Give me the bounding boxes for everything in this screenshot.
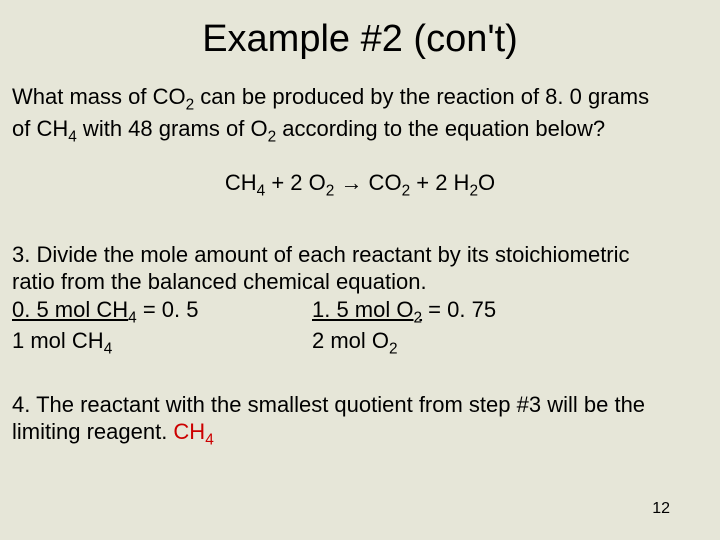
sub4: 4 [128,309,137,326]
q-line1b: can be produced by the reaction of 8. 0 … [194,84,649,109]
step4-text: 4. The reactant with the smallest quotie… [12,391,708,450]
limiting-reagent: CH4 [173,419,213,444]
eq-arrow-co2: → CO [334,170,401,195]
r1num-b: = 0. 5 [137,297,199,322]
r1num-a: 0. 5 mol CH [12,297,128,322]
q-line2b: with 48 grams of O [77,116,268,141]
step3-l2: ratio from the balanced chemical equatio… [12,269,427,294]
r2num-b: = 0. 75 [422,297,496,322]
sub4: 4 [104,341,113,358]
r2num-a: 1. 5 mol O [312,297,413,322]
sub2: 2 [268,128,277,145]
q-line2a: of CH [12,116,68,141]
sub4: 4 [257,183,266,200]
ratio1-numerator: 0. 5 mol CH4 = 0. 5 [12,296,312,328]
question-text: What mass of CO2 can be produced by the … [12,83,708,146]
page-number: 12 [652,500,670,518]
chemical-equation: CH4 + 2 O2 → CO2 + 2 H2O [12,170,708,200]
ratio1-denominator: 1 mol CH4 [12,327,312,359]
eq-ch4: CH [225,170,257,195]
q-line2c: according to the equation below? [276,116,605,141]
step4-b: limiting reagent. [12,419,173,444]
r1den-a: 1 mol CH [12,328,104,353]
sub4: 4 [68,128,77,145]
ratio-block: 0. 5 mol CH4 = 0. 5 1. 5 mol O2 = 0. 75 … [12,296,708,359]
sub2: 2 [389,341,398,358]
eq-plus-2o2: + 2 O [265,170,326,195]
step4-a: 4. The reactant with the smallest quotie… [12,392,645,417]
sub2: 2 [469,183,478,200]
ratio2-denominator: 2 mol O2 [312,327,398,359]
ratio2-numerator: 1. 5 mol O2 = 0. 75 [312,296,496,328]
step3-l1: 3. Divide the mole amount of each reacta… [12,242,630,267]
step3-text: 3. Divide the mole amount of each reacta… [12,241,708,296]
lr-ch: CH [173,419,205,444]
sub2: 2 [413,309,422,326]
sub2: 2 [402,183,411,200]
eq-plus-2h2o: + 2 H [410,170,469,195]
q-line1a: What mass of CO [12,84,186,109]
eq-o: O [478,170,495,195]
sub2: 2 [186,96,195,113]
r2den-a: 2 mol O [312,328,389,353]
sub4: 4 [205,432,214,449]
slide-title: Example #2 (con't) [12,0,708,83]
